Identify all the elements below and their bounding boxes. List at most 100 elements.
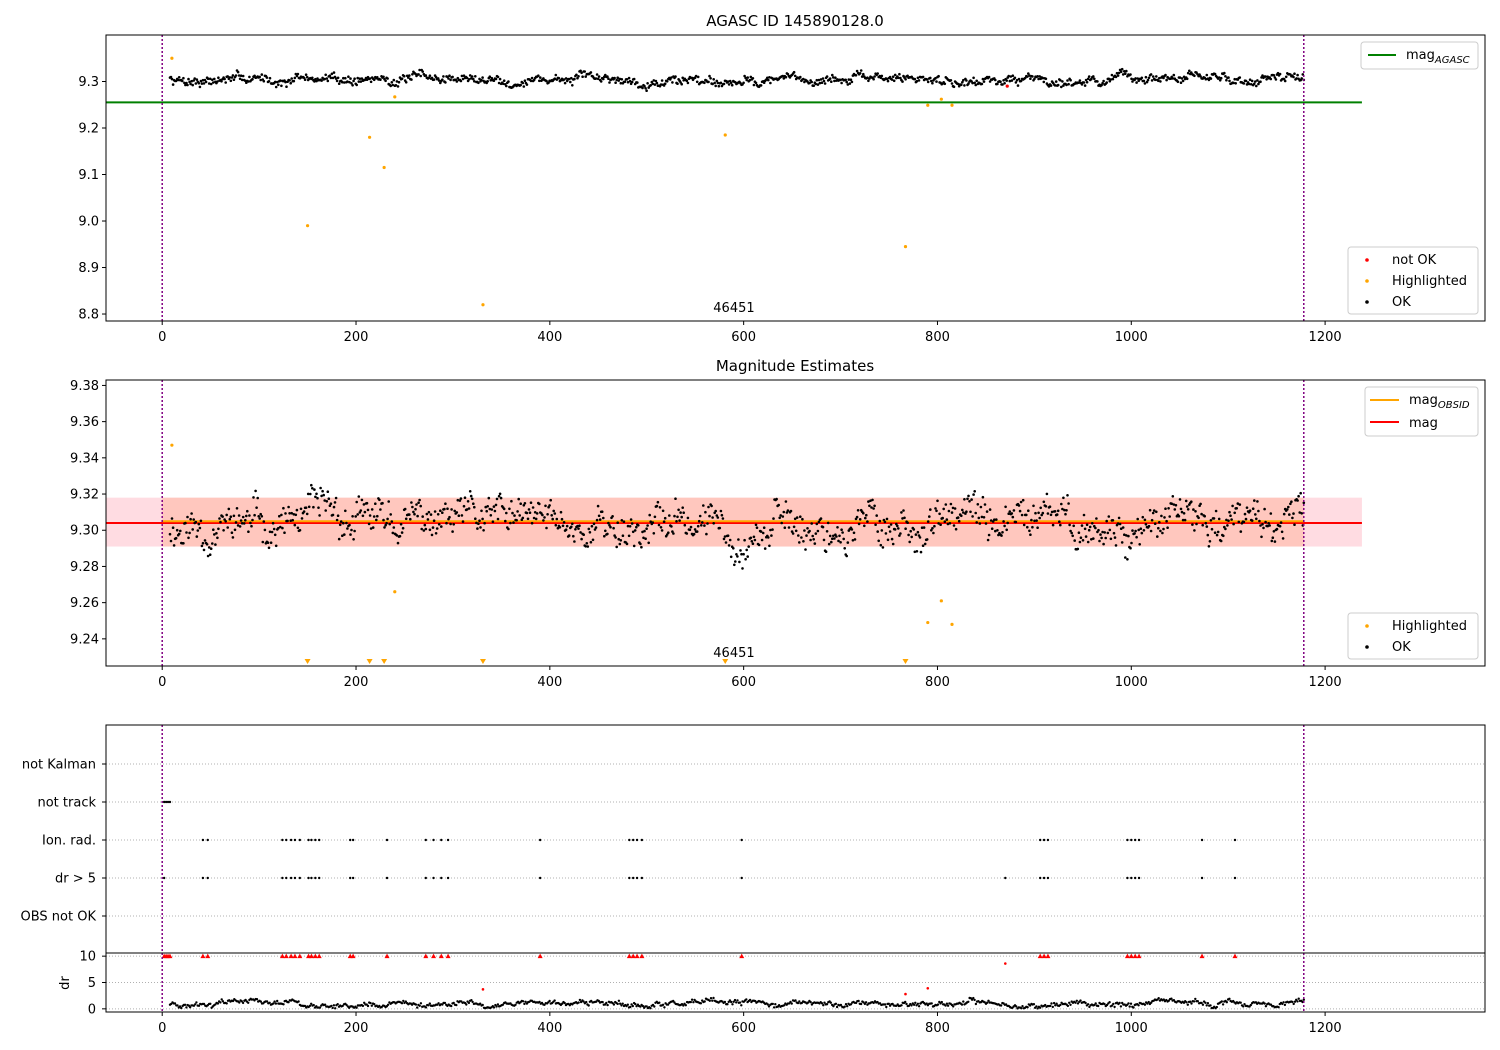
ok-point [1105,519,1108,523]
ok-point [682,511,685,514]
ok-point [786,509,790,512]
ok-point [802,540,805,543]
y-tick-label: 9.32 [70,488,99,503]
ok-point [353,529,356,533]
ok-point [480,78,483,82]
ok-point [342,521,345,525]
ok-point [370,508,374,511]
ok-point [1172,503,1176,506]
dr-point [1097,1004,1100,1008]
ok-point [821,525,825,529]
legend-ok-label: OK [1392,640,1411,655]
dr-point [419,1002,423,1005]
ok-point [236,70,240,74]
ok-point [629,518,633,521]
ok-point [1228,79,1231,83]
dr-clipped-marker [423,953,429,959]
dr-clipped-marker [283,953,289,959]
ok-point [268,530,272,534]
ok-point [504,519,507,523]
ok-point [738,560,741,564]
ok-point [245,514,248,518]
ok-point [1061,80,1064,83]
ok-point [276,80,279,84]
ok-point [309,492,312,496]
dr-point [1201,1003,1205,1006]
dr-point [730,1000,733,1004]
ok-point [835,535,838,538]
ok-point [449,522,452,526]
dr-point [825,1003,829,1006]
ok-point [1109,78,1113,81]
ok-point [726,534,730,537]
ok-point [1210,527,1214,531]
ok-point [766,76,769,80]
ok-point [888,530,892,533]
ok-point [678,519,681,522]
x-tick-label: 400 [537,1021,562,1036]
ok-point [981,495,985,499]
ok-point [584,545,587,548]
ok-point [447,77,450,80]
ok-point [1242,82,1246,85]
flag-point [281,876,284,880]
dr-point [523,1002,526,1006]
dr-point [548,999,551,1003]
ok-point [239,74,243,77]
dr-point [900,1004,903,1007]
ok-point [1267,522,1270,525]
offscale-marker [381,659,388,664]
ok-point [575,73,578,77]
ok-point [951,506,955,510]
ok-point [1286,508,1289,511]
ok-point [615,545,618,549]
ok-point [389,84,393,88]
ok-point [1222,534,1225,538]
ok-point [1138,543,1141,546]
ok-point [741,567,744,570]
ok-point [649,520,652,523]
ok-point [696,524,700,528]
ok-point [1200,512,1203,516]
ok-point [519,83,522,87]
dr-clipped-marker [292,953,298,959]
ok-point [994,78,997,82]
ok-point [474,75,477,78]
ok-point [177,532,181,536]
dr-point [1069,1003,1072,1006]
ok-point [385,521,388,525]
ok-point [939,523,942,526]
ok-point [572,534,575,538]
ok-point [1257,509,1260,513]
flag-point [314,876,317,880]
ok-point [375,518,378,522]
ok-point [826,521,830,525]
ok-point [698,514,702,518]
ok-point [323,77,327,81]
ok-point [259,78,263,82]
ok-point [1035,519,1038,522]
ok-point [232,514,236,518]
dr-outlier-point [904,992,907,996]
dr-point [854,1001,858,1005]
dr-point [689,1000,692,1004]
dr-point [577,1001,580,1004]
ok-point [372,78,376,82]
ok-point [1029,533,1032,536]
ok-point [1182,512,1186,515]
ok-point [237,514,241,517]
ok-point [1125,69,1128,73]
ok-point [1053,510,1057,513]
dr-point [1051,1005,1055,1009]
ok-point [803,529,806,532]
ok-point [636,81,639,84]
ok-point [507,527,510,531]
dr-point [844,1003,848,1006]
ok-point [923,542,927,546]
ok-point [654,79,658,83]
ok-point [324,73,328,77]
ok-point [1124,556,1127,559]
ok-point [469,494,473,498]
dr-point [1192,1000,1196,1003]
ok-point [304,73,308,76]
